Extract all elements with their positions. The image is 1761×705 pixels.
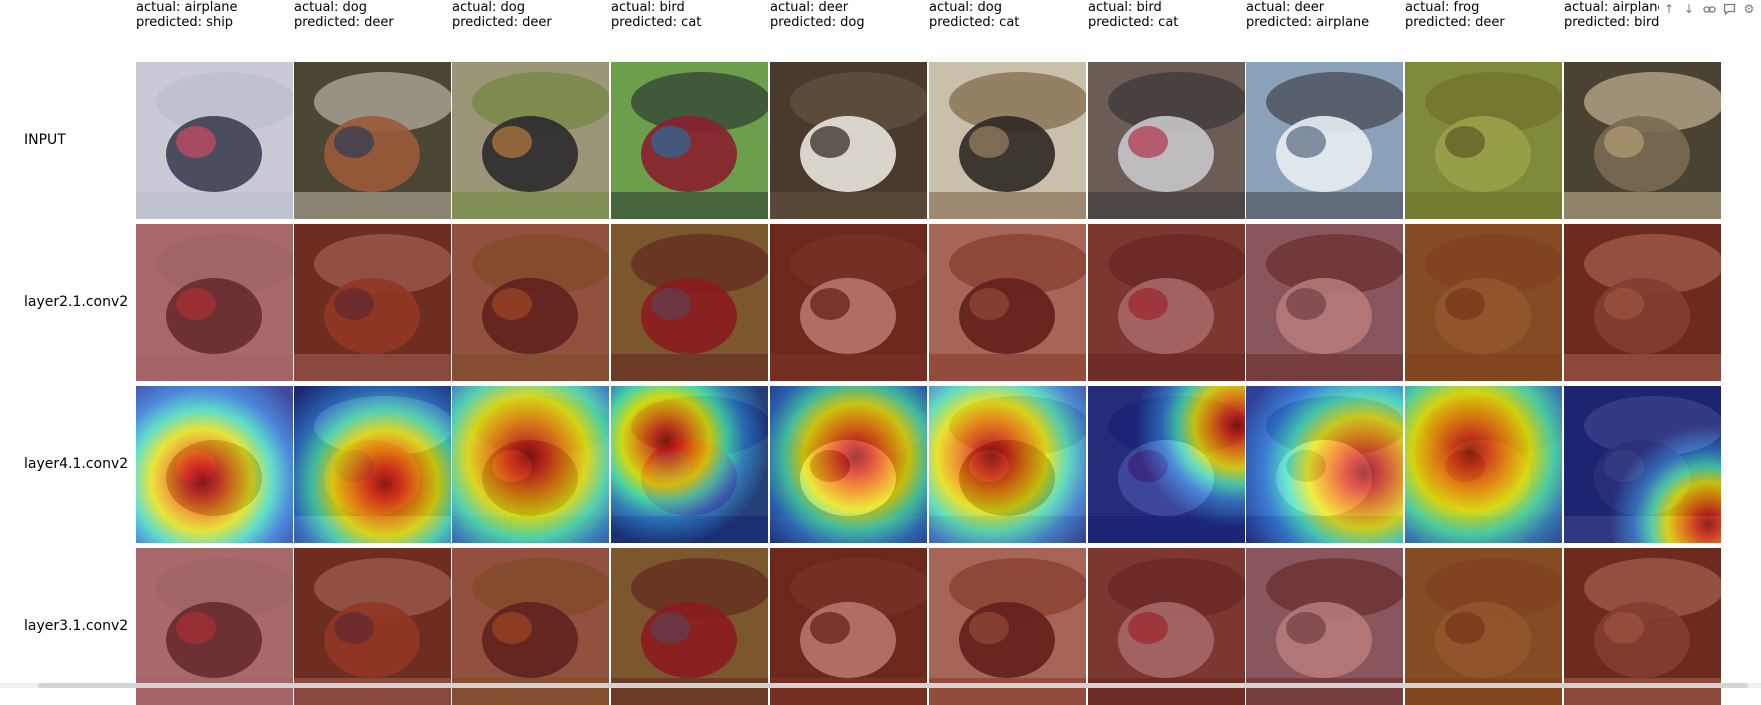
- cell-toolbar: ↑ ↓ ⚙: [1659, 0, 1759, 18]
- feature-overlay: [770, 548, 927, 705]
- gradcam-heatmap: [136, 386, 293, 543]
- predicted-label: predicted: dog: [770, 15, 865, 30]
- settings-icon[interactable]: ⚙: [1743, 2, 1755, 16]
- actual-label: actual: deer: [770, 0, 849, 15]
- feature-overlay: [929, 548, 1086, 705]
- predicted-label: predicted: deer: [452, 15, 552, 30]
- predicted-label: predicted: deer: [294, 15, 394, 30]
- feature-overlay: [1405, 548, 1562, 705]
- arrow-down-icon[interactable]: ↓: [1683, 2, 1695, 16]
- gradcam-heatmap: [611, 386, 768, 543]
- feature-overlay: [1088, 224, 1245, 381]
- feature-overlay: [611, 224, 768, 381]
- feature-overlay: [611, 548, 768, 705]
- comment-icon[interactable]: [1721, 1, 1737, 17]
- actual-label: actual: dog: [294, 0, 367, 15]
- gradcam-heatmap: [770, 386, 927, 543]
- arrow-up-icon[interactable]: ↑: [1663, 2, 1675, 16]
- input-image: [929, 62, 1086, 219]
- gradcam-heatmap: [1088, 386, 1245, 543]
- column-title: actual: bird predicted: cat: [1088, 0, 1246, 30]
- scrollbar-thumb[interactable]: [38, 683, 1748, 688]
- column-title: actual: dog predicted: deer: [452, 0, 610, 30]
- feature-overlay: [1564, 224, 1721, 381]
- horizontal-scrollbar[interactable]: [0, 683, 1761, 688]
- feature-overlay: [452, 548, 609, 705]
- actual-label: actual: dog: [452, 0, 525, 15]
- input-image: [1405, 62, 1562, 219]
- predicted-label: predicted: ship: [136, 15, 234, 30]
- input-image: [1564, 62, 1721, 219]
- gradcam-heatmap: [1564, 386, 1721, 543]
- column-title: actual: dog predicted: deer: [294, 0, 452, 30]
- feature-overlay: [294, 224, 451, 381]
- row-label: layer3.1.conv2: [24, 618, 129, 634]
- gradcam-heatmap: [294, 386, 451, 543]
- column-title: actual: dog predicted: cat: [929, 0, 1087, 30]
- input-image: [136, 62, 293, 219]
- predicted-label: predicted: cat: [1088, 15, 1179, 30]
- input-image: [1246, 62, 1403, 219]
- feature-overlay: [1246, 548, 1403, 705]
- feature-overlay: [1246, 224, 1403, 381]
- predicted-label: predicted: airplane: [1246, 15, 1370, 30]
- actual-label: actual: bird: [611, 0, 685, 15]
- input-image: [452, 62, 609, 219]
- link-icon[interactable]: [1701, 1, 1717, 17]
- column-title: actual: airplane predicted: ship: [136, 0, 294, 30]
- feature-overlay: [136, 224, 293, 381]
- predicted-label: predicted: cat: [611, 15, 702, 30]
- column-title: actual: airplane predicted: bird: [1564, 0, 1722, 30]
- actual-label: actual: deer: [1246, 0, 1325, 15]
- row-label: layer2.1.conv2: [24, 294, 129, 310]
- row-label: layer4.1.conv2: [24, 456, 129, 472]
- input-image: [611, 62, 768, 219]
- row-label: INPUT: [24, 132, 66, 148]
- feature-overlay: [1564, 548, 1721, 705]
- predicted-label: predicted: cat: [929, 15, 1020, 30]
- column-title: actual: frog predicted: deer: [1405, 0, 1563, 30]
- feature-overlay: [1088, 548, 1245, 705]
- actual-label: actual: airplane: [136, 0, 238, 15]
- actual-label: actual: dog: [929, 0, 1002, 15]
- gradcam-heatmap: [1405, 386, 1562, 543]
- feature-overlay: [770, 224, 927, 381]
- feature-overlay: [452, 224, 609, 381]
- gradcam-heatmap: [929, 386, 1086, 543]
- feature-overlay: [136, 548, 293, 705]
- gradcam-heatmap: [452, 386, 609, 543]
- feature-overlay: [1405, 224, 1562, 381]
- actual-label: actual: frog: [1405, 0, 1480, 15]
- column-title: actual: deer predicted: airplane: [1246, 0, 1404, 30]
- gradcam-figure: actual: airplane predicted: ship actual: d…: [24, 0, 1722, 705]
- gradcam-heatmap: [1246, 386, 1403, 543]
- predicted-label: predicted: bird: [1564, 15, 1660, 30]
- input-image: [1088, 62, 1245, 219]
- input-image: [294, 62, 451, 219]
- column-title: actual: bird predicted: cat: [611, 0, 769, 30]
- feature-overlay: [294, 548, 451, 705]
- input-image: [770, 62, 927, 219]
- column-title: actual: deer predicted: dog: [770, 0, 928, 30]
- predicted-label: predicted: deer: [1405, 15, 1505, 30]
- actual-label: actual: airplane: [1564, 0, 1666, 15]
- actual-label: actual: bird: [1088, 0, 1162, 15]
- feature-overlay: [929, 224, 1086, 381]
